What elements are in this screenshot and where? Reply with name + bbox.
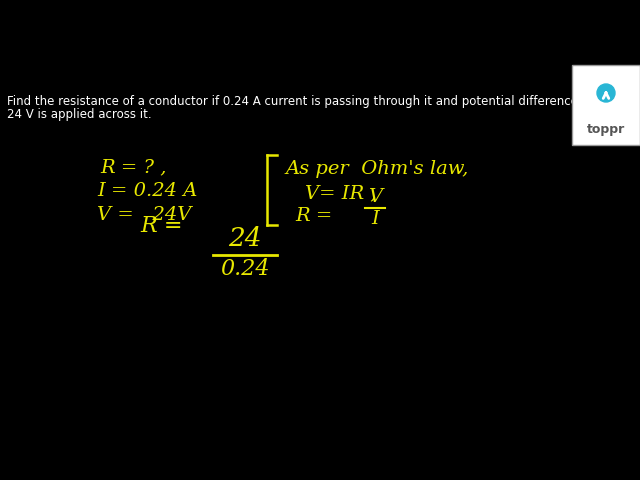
Text: toppr: toppr: [587, 122, 625, 135]
Text: 24 V is applied across it.: 24 V is applied across it.: [7, 108, 152, 121]
Bar: [572, 65, 640, 145]
Text: V= IR ,: V= IR ,: [305, 184, 376, 202]
Text: V =   24V: V = 24V: [97, 206, 191, 224]
Text: Find the resistance of a conductor if 0.24 A current is passing through it and p: Find the resistance of a conductor if 0.…: [7, 95, 593, 108]
Text: V: V: [368, 188, 382, 206]
Text: R = ? ,: R = ? ,: [100, 158, 166, 176]
Text: 0.24: 0.24: [220, 258, 269, 280]
Text: R =: R =: [140, 215, 189, 237]
Text: I: I: [371, 210, 379, 228]
Text: R =: R =: [295, 207, 345, 225]
Circle shape: [597, 84, 615, 102]
Text: 24: 24: [228, 226, 262, 251]
Text: As per  Ohm's law,: As per Ohm's law,: [285, 160, 468, 178]
Text: I = 0.24 A: I = 0.24 A: [97, 182, 197, 200]
